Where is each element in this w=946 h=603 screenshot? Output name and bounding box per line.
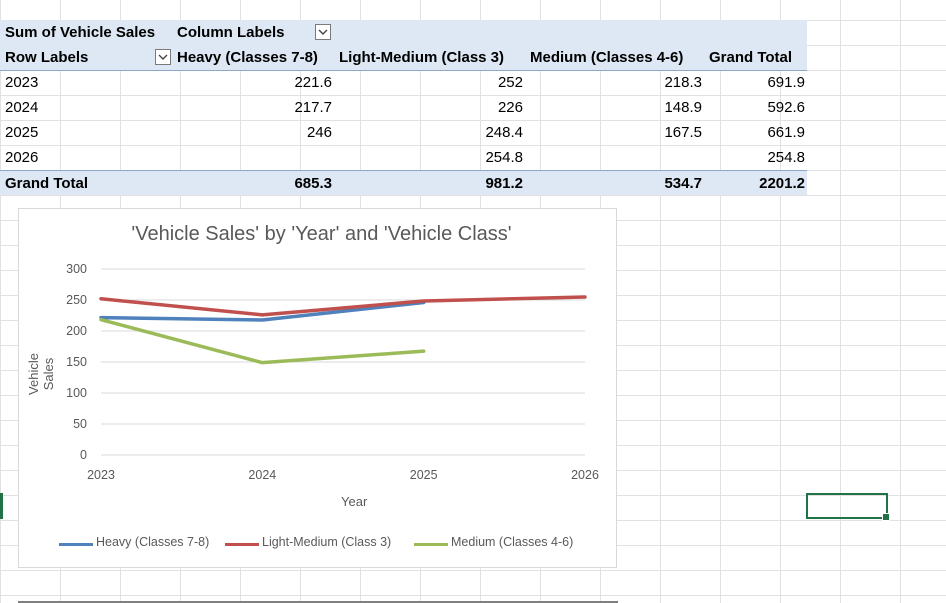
grand-light[interactable]: 981.2 xyxy=(485,175,523,192)
series-line[interactable] xyxy=(99,317,426,365)
y-tick-label: 200 xyxy=(66,324,87,338)
x-axis-title[interactable]: Year xyxy=(341,494,368,509)
chevron-down-icon xyxy=(318,29,328,35)
row-filter-button[interactable] xyxy=(155,49,171,65)
cell-heavy[interactable]: 246 xyxy=(306,124,332,141)
row-label[interactable]: 2024 xyxy=(5,99,39,116)
legend-swatch xyxy=(59,543,93,546)
cell-light[interactable]: 248.4 xyxy=(485,124,523,141)
total-separator xyxy=(0,170,807,171)
legend-swatch xyxy=(225,543,259,546)
values-label[interactable]: Sum of Vehicle Sales xyxy=(5,24,156,41)
col-light-medium[interactable]: Light-Medium (Class 3) xyxy=(339,49,505,66)
grand-total-label[interactable]: Grand Total xyxy=(5,175,89,192)
y-tick-label: 300 xyxy=(66,262,87,276)
column-filter-button[interactable] xyxy=(315,24,331,40)
table-row: 2024 217.7 226 148.9 592.6 xyxy=(0,95,807,120)
series-line[interactable] xyxy=(99,300,426,322)
cell-total[interactable]: 592.6 xyxy=(767,99,805,116)
cell-heavy[interactable]: 221.6 xyxy=(294,74,332,91)
y-tick-label: 0 xyxy=(80,448,87,462)
cell-heavy[interactable] xyxy=(177,145,332,170)
row-label[interactable]: 2026 xyxy=(5,149,39,166)
x-tick-label: 2024 xyxy=(248,468,276,482)
legend-label: Heavy (Classes 7-8) xyxy=(96,535,210,549)
cell-total[interactable]: 691.9 xyxy=(767,74,805,91)
cell-heavy[interactable]: 217.7 xyxy=(294,99,332,116)
cell-medium[interactable]: 148.9 xyxy=(664,99,702,116)
grand-total[interactable]: 2201.2 xyxy=(759,175,805,192)
legend-label: Medium (Classes 4-6) xyxy=(451,535,574,549)
col-medium[interactable]: Medium (Classes 4-6) xyxy=(530,49,684,66)
pivot-chart[interactable]: 'Vehicle Sales' by 'Year' and 'Vehicle C… xyxy=(18,208,617,568)
legend-swatch xyxy=(414,543,448,546)
row-selection-marker xyxy=(0,493,3,519)
series-line[interactable] xyxy=(99,295,587,317)
col-grand-total[interactable]: Grand Total xyxy=(709,49,793,66)
pivot-header-row-2: Row Labels Heavy (Classes 7-8) Light-Med… xyxy=(0,45,807,70)
x-tick-label: 2025 xyxy=(410,468,438,482)
row-label[interactable]: 2023 xyxy=(5,74,39,91)
chevron-down-icon xyxy=(158,54,168,60)
x-tick-label: 2026 xyxy=(571,468,599,482)
legend-label: Light-Medium (Class 3) xyxy=(262,535,392,549)
cell-light[interactable]: 254.8 xyxy=(485,149,523,166)
row-label[interactable]: 2025 xyxy=(5,124,39,141)
y-axis-title[interactable]: Vehicle Sales xyxy=(26,353,56,395)
table-row: 2023 221.6 252 218.3 691.9 xyxy=(0,70,807,95)
header-separator xyxy=(0,70,807,71)
chart-plot-area[interactable]: 0 50 100 150 200 250 300 2023 2024 2025 2026 xyxy=(19,209,618,569)
y-tick-label: 250 xyxy=(66,293,87,307)
sheet-bottom-border xyxy=(18,601,618,603)
cell-total[interactable]: 661.9 xyxy=(767,124,805,141)
cell-light[interactable]: 252 xyxy=(497,74,523,91)
grand-heavy[interactable]: 685.3 xyxy=(294,175,332,192)
table-row: 2025 246 248.4 167.5 661.9 xyxy=(0,120,807,145)
cell-light[interactable]: 226 xyxy=(497,99,523,116)
grand-total-row: Grand Total 685.3 981.2 534.7 2201.2 xyxy=(0,171,807,195)
column-labels[interactable]: Column Labels xyxy=(177,24,285,41)
x-tick-label: 2023 xyxy=(87,468,115,482)
y-tick-label: 150 xyxy=(66,355,87,369)
cell-total[interactable]: 254.8 xyxy=(767,149,805,166)
active-cell[interactable] xyxy=(806,493,890,521)
cell-medium[interactable]: 218.3 xyxy=(664,74,702,91)
col-heavy[interactable]: Heavy (Classes 7-8) xyxy=(177,49,318,66)
pivot-header-row-1: Sum of Vehicle Sales Column Labels xyxy=(0,20,807,45)
chart-title[interactable]: 'Vehicle Sales' by 'Year' and 'Vehicle C… xyxy=(131,223,512,245)
grand-medium[interactable]: 534.7 xyxy=(664,175,702,192)
table-row: 2026 254.8 254.8 xyxy=(0,145,807,170)
y-tick-label: 50 xyxy=(73,417,87,431)
fill-handle[interactable] xyxy=(882,513,890,521)
row-labels[interactable]: Row Labels xyxy=(5,49,89,66)
cell-medium[interactable]: 167.5 xyxy=(664,124,702,141)
y-tick-label: 100 xyxy=(66,386,87,400)
cell-medium[interactable] xyxy=(530,145,702,170)
